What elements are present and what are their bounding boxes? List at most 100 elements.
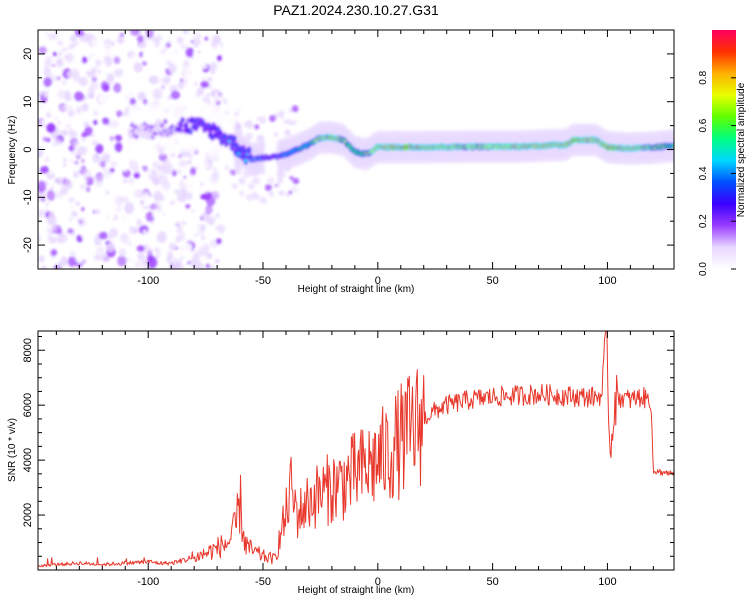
heatmap-ridge-core	[190, 118, 194, 123]
heatmap-noise-cell	[75, 165, 82, 171]
heatmap-noise-cell	[181, 221, 187, 226]
heatmap-noise-cell	[208, 228, 214, 235]
heatmap-noise-cell	[40, 141, 47, 148]
heatmap-noise-cell	[179, 248, 186, 258]
heatmap-noise-cell	[38, 46, 47, 55]
colorbar-ticks: 0.0 0.2 0.4 0.6 0.8	[698, 70, 736, 276]
spectrogram-x-axis-label: Height of straight line (km)	[298, 284, 415, 295]
heatmap-noise-cell	[214, 258, 220, 264]
heatmap-noise-cell	[89, 61, 97, 67]
heatmap-noise-cell	[62, 163, 67, 168]
heatmap-ridge-core	[147, 133, 152, 138]
heatmap-ridge-core	[163, 119, 168, 124]
heatmap-noise-cell	[113, 56, 121, 65]
heatmap-noise-cell	[206, 263, 210, 269]
heatmap-noise-cell	[75, 150, 82, 156]
heatmap-noise-cell	[109, 120, 120, 129]
heatmap-noise-cell	[245, 132, 253, 141]
heatmap-noise-cell	[253, 177, 260, 185]
heatmap-noise-cell	[193, 218, 197, 223]
heatmap-noise-cell	[45, 31, 49, 35]
heatmap-noise-cell	[54, 84, 60, 89]
heatmap-noise-cell	[142, 229, 147, 234]
heatmap-ridge-core	[232, 137, 237, 141]
heatmap-noise-cell	[44, 208, 49, 214]
heatmap-noise-cell	[91, 101, 98, 108]
heatmap-noise-cell	[57, 66, 63, 73]
heatmap-noise-cell	[273, 131, 279, 137]
heatmap-noise-cell	[89, 220, 98, 230]
heatmap-noise-cell	[75, 255, 84, 264]
heatmap-noise-cell	[200, 254, 209, 262]
heatmap-noise-cell	[79, 178, 87, 185]
heatmap-noise-cell	[41, 197, 46, 202]
heatmap-noise-cell	[162, 254, 166, 259]
heatmap-noise-cell	[64, 54, 70, 60]
heatmap-noise-cell	[58, 84, 65, 91]
heatmap-noise-cell	[231, 183, 238, 190]
heatmap-noise-cell	[101, 49, 109, 58]
heatmap-noise-cell	[173, 58, 181, 64]
heatmap-ridge-core	[229, 135, 233, 140]
heatmap-noise-cell	[207, 253, 213, 259]
heatmap-noise-cell	[201, 239, 206, 243]
heatmap-noise-cell	[98, 94, 106, 104]
colorbar-tick-label: 0.6	[698, 118, 709, 132]
y-tick-label: 8000	[22, 338, 34, 362]
heatmap-noise-cell	[108, 212, 116, 219]
heatmap-noise-cell	[182, 42, 188, 47]
heatmap-noise-cell	[157, 200, 163, 205]
heatmap-noise-cell	[81, 231, 88, 240]
heatmap-noise-cell	[57, 89, 67, 99]
heatmap-noise-cell	[38, 229, 49, 240]
heatmap-noise-cell	[73, 160, 79, 165]
heatmap-noise-cell	[213, 167, 217, 172]
heatmap-noise-cell	[140, 234, 146, 241]
heatmap-noise-cell	[57, 247, 67, 255]
heatmap-noise-cell	[161, 163, 171, 175]
heatmap-noise-cell	[114, 142, 123, 153]
heatmap-noise-cell	[102, 218, 112, 230]
colorbar-label: Normalized spectral amplitude	[736, 82, 747, 217]
heatmap-noise-cell	[187, 261, 191, 265]
heatmap-noise-cell	[114, 134, 123, 142]
heatmap-ridge-core	[182, 128, 186, 133]
heatmap-noise-cell	[149, 187, 156, 194]
heatmap-noise-cell	[61, 79, 67, 85]
heatmap-noise-cell	[213, 37, 220, 44]
heatmap-noise-cell	[64, 180, 73, 189]
heatmap-noise-cell	[110, 161, 118, 167]
heatmap-noise-cell	[211, 171, 220, 179]
heatmap-noise-cell	[38, 105, 44, 116]
heatmap-noise-cell	[69, 42, 76, 50]
heatmap-noise-cell	[109, 136, 114, 142]
heatmap-noise-cell	[127, 216, 136, 226]
heatmap-noise-cell	[91, 39, 98, 46]
heatmap-noise-cell	[62, 157, 67, 163]
colorbar-tick-label: 0.2	[698, 214, 709, 228]
heatmap-noise-cell	[81, 103, 89, 112]
heatmap-noise-cell	[112, 181, 122, 189]
heatmap-noise-cell	[211, 90, 216, 95]
heatmap-noise-cell	[141, 78, 150, 88]
heatmap-noise-cell	[106, 174, 116, 185]
snr-line	[38, 331, 674, 568]
heatmap-noise-cell	[291, 119, 297, 126]
heatmap-noise-cell	[68, 217, 73, 221]
heatmap-noise-cell	[129, 97, 136, 106]
y-tick-label: 4000	[22, 448, 34, 472]
heatmap-noise-cell	[238, 177, 246, 185]
heatmap-noise-cell	[117, 255, 127, 267]
heatmap-noise-cell	[133, 172, 140, 179]
heatmap-noise-cell	[194, 82, 198, 87]
heatmap-noise-cell	[101, 31, 106, 37]
heatmap-noise-cell	[200, 81, 210, 89]
heatmap-ridge-core	[238, 147, 242, 151]
heatmap-noise-cell	[191, 154, 195, 159]
y-tick-label: 20	[22, 48, 34, 60]
heatmap-noise-cell	[98, 109, 103, 114]
heatmap-noise-cell	[123, 179, 128, 184]
heatmap-noise-cell	[90, 81, 99, 90]
heatmap-noise-cell	[210, 30, 216, 37]
heatmap-noise-cell	[81, 206, 85, 212]
